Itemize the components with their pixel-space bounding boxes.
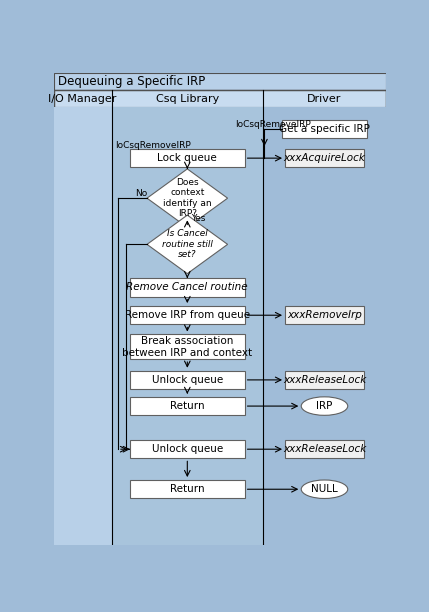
Text: Unlock queue: Unlock queue xyxy=(152,444,223,454)
Text: xxxRemoveIrp: xxxRemoveIrp xyxy=(287,310,362,320)
Text: No: No xyxy=(135,189,147,198)
Text: Csq Library: Csq Library xyxy=(156,94,219,104)
FancyBboxPatch shape xyxy=(130,149,245,167)
FancyBboxPatch shape xyxy=(285,306,364,324)
Text: Dequeuing a Specific IRP: Dequeuing a Specific IRP xyxy=(58,75,205,88)
FancyBboxPatch shape xyxy=(130,306,245,324)
FancyBboxPatch shape xyxy=(112,107,263,545)
Text: Does
context
identify an
IRP?: Does context identify an IRP? xyxy=(163,178,211,218)
FancyBboxPatch shape xyxy=(130,480,245,499)
Text: Yes: Yes xyxy=(191,214,205,223)
Text: Remove Cancel routine: Remove Cancel routine xyxy=(127,283,248,293)
FancyBboxPatch shape xyxy=(130,335,245,359)
FancyBboxPatch shape xyxy=(285,440,364,458)
Text: xxxAcquireLock: xxxAcquireLock xyxy=(284,153,366,163)
Text: Is Cancel
routine still
set?: Is Cancel routine still set? xyxy=(162,230,213,259)
Text: Break association
between IRP and context: Break association between IRP and contex… xyxy=(122,336,252,357)
Polygon shape xyxy=(147,215,228,274)
Ellipse shape xyxy=(301,397,348,416)
FancyBboxPatch shape xyxy=(130,278,245,297)
Text: Get a specific IRP: Get a specific IRP xyxy=(279,124,370,134)
FancyBboxPatch shape xyxy=(130,397,245,416)
Text: IoCsqRemoveIRP: IoCsqRemoveIRP xyxy=(115,141,190,149)
Text: Driver: Driver xyxy=(307,94,341,104)
FancyBboxPatch shape xyxy=(54,107,112,545)
Polygon shape xyxy=(147,169,228,228)
Ellipse shape xyxy=(301,480,348,499)
FancyBboxPatch shape xyxy=(282,119,367,138)
FancyBboxPatch shape xyxy=(263,107,386,545)
FancyBboxPatch shape xyxy=(130,371,245,389)
Text: Unlock queue: Unlock queue xyxy=(152,375,223,385)
FancyBboxPatch shape xyxy=(54,91,386,107)
Text: IRP: IRP xyxy=(316,401,332,411)
FancyBboxPatch shape xyxy=(54,73,386,91)
FancyBboxPatch shape xyxy=(285,149,364,167)
Text: NULL: NULL xyxy=(311,484,338,494)
Text: xxxReleaseLock: xxxReleaseLock xyxy=(283,375,366,385)
Text: Remove IRP from queue: Remove IRP from queue xyxy=(125,310,250,320)
FancyBboxPatch shape xyxy=(285,371,364,389)
Text: I/O Manager: I/O Manager xyxy=(48,94,117,104)
Text: IoCsqRemoveIRP: IoCsqRemoveIRP xyxy=(235,120,311,129)
FancyBboxPatch shape xyxy=(130,440,245,458)
Text: Return: Return xyxy=(170,401,205,411)
Text: Lock queue: Lock queue xyxy=(157,153,217,163)
Text: xxxReleaseLock: xxxReleaseLock xyxy=(283,444,366,454)
Text: Return: Return xyxy=(170,484,205,494)
